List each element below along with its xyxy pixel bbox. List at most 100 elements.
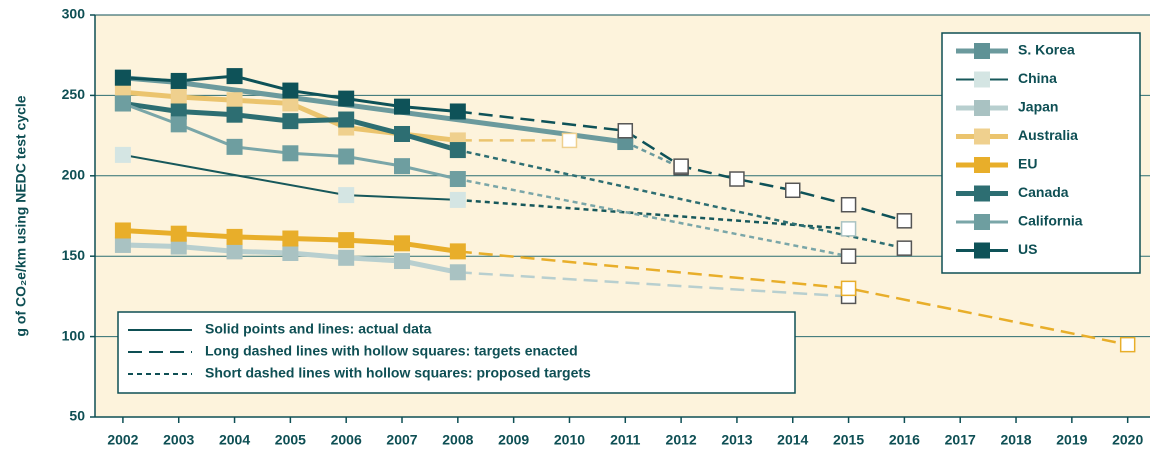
legend-label: Canada (1018, 184, 1069, 200)
data-point (394, 253, 411, 270)
data-point (449, 103, 466, 120)
target-point (561, 132, 578, 149)
target-line (457, 198, 849, 231)
data-point (449, 243, 466, 260)
target-point (896, 213, 913, 229)
target-point (1119, 336, 1136, 353)
legend-label: China (1018, 70, 1057, 86)
target-point (617, 123, 634, 139)
x-tick-label: 2007 (386, 432, 417, 448)
x-tick-label: 2002 (107, 432, 138, 448)
data-point (170, 238, 187, 255)
x-tick-label: 2003 (163, 432, 194, 448)
data-point (449, 142, 466, 159)
data-point (338, 90, 355, 107)
data-point (170, 103, 187, 120)
x-tick-label: 2009 (498, 432, 529, 448)
data-point (449, 264, 466, 281)
data-point (114, 236, 131, 253)
data-point (226, 92, 243, 109)
x-tick-label: 2010 (554, 432, 585, 448)
target-point (896, 240, 913, 256)
data-point (170, 89, 187, 106)
data-point (114, 146, 131, 163)
y-tick-label: 300 (62, 6, 86, 22)
legend-label: EU (1018, 156, 1037, 172)
legend-marker (974, 100, 990, 116)
x-tick-label: 2004 (219, 432, 250, 448)
notes-box (117, 311, 796, 394)
x-tick-label: 2013 (721, 432, 752, 448)
data-point (282, 244, 299, 261)
x-tick-label: 2014 (777, 432, 808, 448)
legend-marker (974, 242, 990, 259)
y-tick-label: 250 (62, 86, 86, 102)
target-point (840, 221, 857, 237)
data-point (226, 68, 243, 85)
data-point (449, 171, 466, 188)
legend-marker (974, 128, 990, 145)
data-point (282, 95, 299, 112)
legend-marker (974, 157, 990, 173)
data-point (338, 232, 355, 249)
target-line (457, 271, 849, 298)
data-point (114, 222, 131, 239)
x-tick-label: 2019 (1056, 432, 1087, 448)
data-point (170, 72, 187, 89)
legend-box (941, 32, 1141, 274)
note-label: Short dashed lines with hollow squares: … (205, 365, 591, 381)
x-tick-label: 2018 (1000, 432, 1031, 448)
data-point (394, 98, 411, 115)
x-tick-label: 2015 (833, 432, 864, 448)
data-point (226, 106, 243, 123)
data-point (114, 95, 131, 112)
note-label: Long dashed lines with hollow squares: t… (205, 343, 578, 359)
x-tick-label: 2016 (889, 432, 920, 448)
y-axis-label: g of CO₂e/km using NEDC test cycle (13, 95, 29, 336)
data-point (338, 249, 355, 266)
legend-label: S. Korea (1018, 42, 1075, 58)
x-tick-label: 2008 (442, 432, 473, 448)
data-point (449, 191, 466, 208)
target-point (840, 196, 857, 213)
x-tick-label: 2012 (666, 432, 697, 448)
note-label: Solid points and lines: actual data (205, 321, 432, 337)
data-point (338, 187, 355, 204)
legend-marker (974, 214, 990, 230)
x-tick-label: 2020 (1112, 432, 1143, 448)
data-point (338, 148, 355, 165)
legend-label: US (1018, 241, 1037, 257)
data-point (170, 116, 187, 133)
legend-marker (974, 71, 990, 88)
y-tick-label: 200 (62, 167, 86, 183)
target-point (840, 280, 857, 297)
legend-label: Japan (1018, 99, 1058, 115)
data-point (226, 228, 243, 245)
target-line (457, 250, 1128, 346)
target-line (457, 148, 905, 250)
data-point (394, 235, 411, 252)
y-tick-label: 50 (69, 408, 85, 424)
data-point (338, 111, 355, 128)
data-point (226, 138, 243, 155)
data-point (282, 230, 299, 247)
y-tick-label: 150 (62, 247, 86, 263)
target-point (729, 171, 745, 187)
x-tick-label: 2017 (945, 432, 976, 448)
data-point (170, 225, 187, 242)
target-line (457, 177, 849, 258)
x-tick-label: 2005 (275, 432, 306, 448)
data-point (394, 125, 411, 142)
data-point (226, 243, 243, 260)
y-tick-label: 100 (62, 327, 86, 343)
data-point (282, 113, 299, 130)
target-point (673, 158, 689, 174)
data-point (282, 82, 299, 99)
legend-marker (974, 43, 990, 59)
target-point (785, 182, 801, 199)
legend-label: Australia (1018, 127, 1078, 143)
data-point (114, 69, 131, 86)
data-point (394, 158, 411, 175)
x-tick-label: 2011 (610, 432, 641, 448)
